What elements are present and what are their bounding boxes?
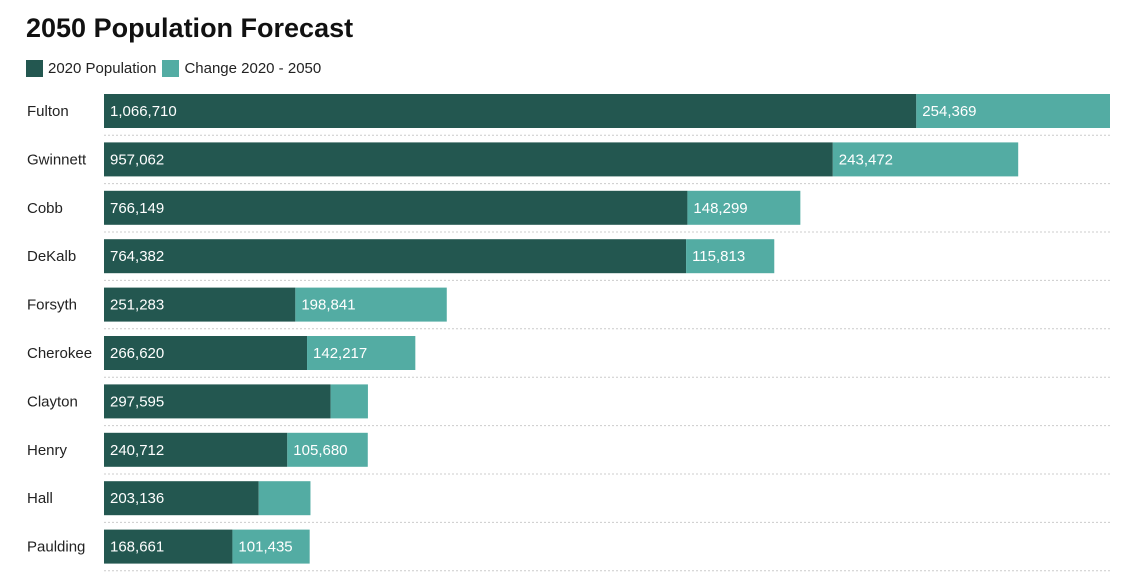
category-label-forsyth: Forsyth (27, 297, 77, 314)
bar-change-2020-2050-cherokee (307, 336, 416, 370)
legend-swatch-change-2020-2050 (162, 59, 180, 77)
bar-population-2020-henry (104, 432, 288, 467)
category-label-cobb: Cobb (27, 200, 63, 217)
bar-change-2020-2050-cobb (687, 190, 801, 225)
category-label-gwinnett: Gwinnett (27, 151, 87, 168)
bar-change-2020-2050-paulding (232, 529, 310, 564)
data-label-change-2020-2050-fulton: 254,369 (922, 103, 976, 120)
data-label-population-2020-henry: 240,712 (110, 442, 164, 459)
data-label-change-2020-2050-cobb: 148,299 (693, 200, 747, 217)
legend-item-2020-population: 2020 Population (26, 59, 157, 77)
category-label-paulding: Paulding (27, 539, 85, 556)
legend-label-2020-population: 2020 Population (48, 59, 157, 77)
bar-change-2020-2050-gwinnett (832, 142, 1019, 177)
bar-population-2020-clayton (104, 384, 331, 419)
data-label-population-2020-paulding: 168,661 (110, 539, 164, 556)
legend: 2020 Population Change 2020 - 2050 (26, 58, 327, 78)
bar-population-2020-forsyth (104, 287, 296, 322)
data-label-population-2020-gwinnett: 957,062 (110, 151, 164, 168)
category-label-fulton: Fulton (27, 103, 69, 120)
bar-population-2020-gwinnett (104, 142, 833, 177)
chart-title: 2050 Population Forecast (26, 13, 354, 43)
bar-population-2020-paulding (104, 529, 233, 564)
data-label-population-2020-cherokee: 266,620 (110, 345, 164, 362)
legend-label-change-2020-2050: Change 2020 - 2050 (184, 59, 322, 77)
data-label-change-2020-2050-henry: 105,680 (293, 442, 347, 459)
legend-item-change-2020-2050: Change 2020 - 2050 (162, 59, 322, 77)
category-label-clayton: Clayton (27, 393, 78, 410)
bar-change-2020-2050-forsyth (295, 287, 447, 322)
data-label-population-2020-fulton: 1,066,710 (110, 103, 177, 120)
bar-population-2020-hall (104, 481, 259, 516)
bar-population-2020-cobb (104, 190, 688, 225)
bar-change-2020-2050-dekalb (686, 239, 775, 274)
bar-change-2020-2050-clayton (330, 384, 368, 419)
data-label-change-2020-2050-paulding: 101,435 (238, 539, 292, 556)
data-label-change-2020-2050-forsyth: 198,841 (301, 297, 355, 314)
bar-population-2020-cherokee (104, 336, 308, 370)
bar-change-2020-2050-henry (287, 432, 368, 467)
bar-population-2020-dekalb (104, 239, 687, 274)
data-label-population-2020-clayton: 297,595 (110, 393, 164, 410)
category-label-hall: Hall (27, 490, 53, 507)
data-label-change-2020-2050-dekalb: 115,813 (692, 248, 745, 265)
category-label-dekalb: DeKalb (27, 248, 76, 265)
bar-change-2020-2050-hall (258, 481, 311, 516)
category-label-henry: Henry (27, 442, 68, 459)
bar-population-2020-fulton (104, 94, 917, 128)
data-label-population-2020-hall: 203,136 (110, 490, 164, 507)
data-label-change-2020-2050-gwinnett: 243,472 (839, 151, 893, 168)
data-label-population-2020-cobb: 766,149 (110, 200, 164, 217)
data-label-change-2020-2050-cherokee: 142,217 (313, 345, 367, 362)
category-label-cherokee: Cherokee (27, 345, 92, 362)
data-label-population-2020-forsyth: 251,283 (110, 297, 164, 314)
data-label-population-2020-dekalb: 764,382 (110, 248, 164, 265)
bar-change-2020-2050-fulton (916, 94, 1110, 128)
legend-swatch-2020-population (26, 59, 43, 77)
